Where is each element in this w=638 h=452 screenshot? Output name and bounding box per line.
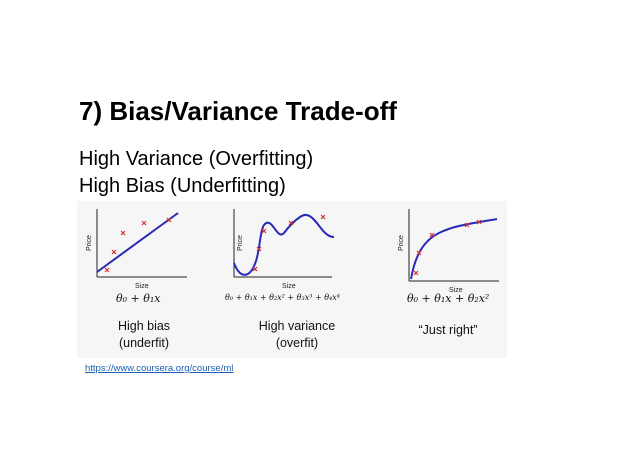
data-point: [166, 217, 172, 223]
data-point: [429, 232, 435, 238]
x-axis-label: Size: [282, 283, 296, 290]
caption-just-right: “Just right”: [403, 322, 493, 339]
just-right-plot: Price Size: [398, 209, 499, 294]
data-point: [320, 214, 326, 220]
formula-quadratic: θ₀ + θ₁x + θ₂x²: [407, 292, 490, 305]
y-axis-label: Price: [86, 235, 93, 251]
data-point: [256, 246, 262, 252]
slide-title: 7) Bias/Variance Trade-off: [79, 96, 397, 126]
caption-line: “Just right”: [418, 323, 478, 337]
overfit-plot: Price Size: [233, 209, 335, 290]
subtitle-high-bias: High Bias (Underfitting): [79, 175, 286, 197]
caption-line: High variance: [258, 319, 336, 333]
coursera-link[interactable]: https://www.coursera.org/course/ml: [85, 363, 234, 374]
data-point: [252, 266, 258, 272]
data-point: [464, 222, 470, 228]
fit-line: [96, 212, 179, 273]
data-point: [413, 270, 419, 276]
data-points: [252, 214, 326, 272]
y-axis-label: Price: [237, 235, 244, 251]
caption-overfit: High variance (overfit): [245, 318, 349, 352]
caption-underfit: High bias (underfit): [99, 318, 189, 352]
data-point: [261, 228, 267, 234]
data-point: [141, 220, 147, 226]
formula-quartic: θ₀ + θ₁x + θ₂x² + θ₃x³ + θ₄x⁴: [225, 293, 340, 302]
data-points: [413, 219, 482, 276]
data-point: [104, 267, 110, 273]
caption-line: High bias: [117, 319, 171, 333]
x-axis-label: Size: [449, 287, 463, 294]
x-axis-label: Size: [135, 283, 149, 290]
data-point: [288, 220, 294, 226]
data-point: [120, 230, 126, 236]
underfit-plot: Price Size: [86, 209, 187, 290]
bias-variance-figure: Price Size θ₀ + θ₁x High bias (underfit)…: [77, 201, 507, 358]
data-point: [111, 249, 117, 255]
subtitle-high-variance: High Variance (Overfitting): [79, 148, 314, 170]
data-points: [104, 217, 172, 273]
caption-line: (underfit): [118, 336, 170, 350]
caption-line: (overfit): [275, 336, 319, 350]
formula-linear: θ₀ + θ₁x: [116, 292, 161, 305]
fit-curve: [233, 213, 335, 276]
fit-curve: [410, 218, 498, 280]
data-point: [476, 219, 482, 225]
y-axis-label: Price: [398, 235, 405, 251]
data-point: [416, 250, 422, 256]
